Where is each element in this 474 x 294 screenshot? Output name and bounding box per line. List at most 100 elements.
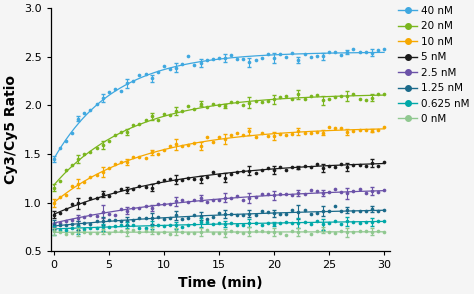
Point [50,157,58,162]
Point [215,134,223,139]
Point [246,100,253,105]
Point [374,128,382,133]
Point [74,230,82,235]
Point [313,189,320,193]
Point [295,229,302,234]
Point [362,98,369,103]
Point [68,202,76,206]
Point [246,196,253,201]
Point [344,165,351,169]
Point [111,86,119,91]
Point [142,225,149,230]
Point [74,216,82,220]
Point [197,143,204,148]
Point [228,228,235,233]
Point [276,52,284,57]
Point [123,130,131,134]
Point [221,56,229,61]
Point [344,230,351,235]
Point [234,213,241,217]
Point [307,212,314,216]
Point [117,219,125,223]
Point [221,230,229,235]
Point [276,212,284,216]
Point [368,96,375,100]
Point [203,216,210,221]
Point [136,155,143,160]
Point [203,175,210,180]
Point [252,98,259,103]
Point [87,222,94,227]
Point [50,228,58,233]
Point [301,192,308,196]
Point [87,196,94,201]
Point [99,219,107,223]
Point [221,175,229,180]
Point [178,177,186,182]
Point [111,224,119,229]
Point [117,223,125,228]
Point [264,229,272,234]
Point [246,211,253,216]
Point [337,209,345,214]
Point [142,185,149,190]
Point [142,204,149,208]
Point [56,211,64,215]
Point [362,191,369,196]
Point [350,47,357,52]
Point [50,201,58,206]
Point [283,233,290,237]
Point [252,58,259,63]
Point [117,206,125,211]
Point [295,57,302,62]
Point [99,96,107,101]
Point [276,164,284,169]
Point [234,223,241,227]
Point [56,230,64,235]
Point [81,201,88,206]
Point [105,194,113,198]
Point [239,169,247,174]
Point [319,208,327,213]
Point [356,208,364,213]
Point [178,109,186,113]
Point [81,226,88,231]
Point [258,192,265,197]
Point [276,221,284,225]
Point [325,221,333,225]
Point [264,165,272,170]
Point [105,217,113,222]
Point [289,193,296,197]
Point [270,230,278,234]
Point [166,222,174,227]
Point [331,126,339,130]
Point [295,165,302,170]
Point [136,184,143,188]
Point [209,230,217,235]
Point [154,230,162,235]
Point [313,93,320,97]
Point [99,169,107,174]
Point [184,54,192,58]
Point [380,218,388,223]
Point [228,133,235,138]
Point [105,166,113,171]
Point [105,138,113,143]
Point [319,166,327,170]
Point [99,229,107,234]
Point [289,229,296,234]
Point [154,202,162,207]
Point [380,230,388,234]
Point [129,223,137,228]
Point [228,212,235,217]
Point [270,222,278,226]
Point [344,191,351,196]
Point [313,211,320,215]
Point [374,48,382,52]
Point [56,222,64,227]
Point [239,56,247,61]
Point [111,217,119,222]
Point [184,143,192,148]
Point [246,129,253,134]
Point [142,71,149,76]
